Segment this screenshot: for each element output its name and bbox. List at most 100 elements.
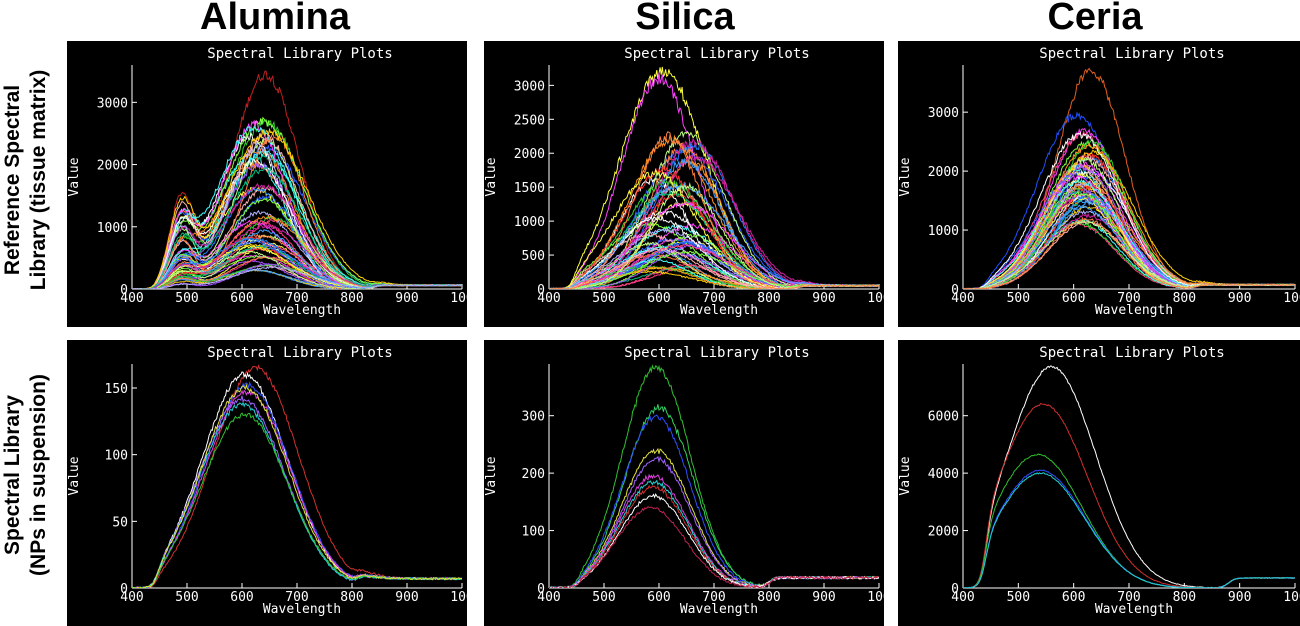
- x-axis-label: Wavelength: [1095, 602, 1173, 617]
- y-tick-label: 2000: [514, 147, 545, 162]
- x-tick-label: 900: [395, 291, 418, 306]
- x-axis-label: Wavelength: [263, 602, 341, 617]
- y-tick-label: 300: [522, 410, 545, 425]
- spectrum-line: [132, 371, 462, 588]
- x-tick-label: 700: [702, 590, 725, 605]
- x-tick-label: 600: [230, 590, 253, 605]
- column-title-ceria: Ceria: [1047, 0, 1143, 38]
- panel-alumina-reference: Spectral Library Plots 400 500 600 700 800 900…: [67, 41, 467, 327]
- x-tick-label: 700: [285, 291, 308, 306]
- x-axis-label: Wavelength: [263, 303, 341, 318]
- x-tick-label: 700: [1117, 291, 1140, 306]
- x-axis-label: Wavelength: [680, 602, 758, 617]
- spectra-group: [549, 364, 879, 588]
- column-title-silica: Silica: [635, 0, 735, 38]
- panel-ceria-reference: Spectral Library Plots 400 500 600 700 800 900…: [898, 41, 1300, 327]
- x-tick-label: 100: [450, 590, 467, 605]
- x-tick-label: 100: [1283, 291, 1300, 306]
- x-tick-label: 400: [951, 590, 974, 605]
- spectrum-line: [132, 266, 462, 289]
- x-tick-label: 100: [867, 291, 884, 306]
- y-axis-label: Value: [67, 157, 82, 196]
- spectra-group: [132, 70, 462, 289]
- spectrum-line: [549, 181, 879, 289]
- x-axis-label: Wavelength: [1095, 303, 1173, 318]
- y-tick-label: 1000: [97, 221, 128, 236]
- row-title-reference: Reference Spectral Library (tissue matri…: [0, 40, 52, 320]
- y-tick-label: 3000: [97, 96, 128, 111]
- x-tick-label: 400: [537, 590, 560, 605]
- spectrum-line: [132, 401, 462, 588]
- y-tick-label: 200: [522, 467, 545, 482]
- x-tick-label: 600: [1062, 291, 1085, 306]
- y-tick-label: 0: [951, 582, 959, 597]
- row-title-reference-line2: Library (tissue matrix): [27, 69, 50, 291]
- y-tick-label: 6000: [928, 410, 959, 425]
- x-tick-label: 900: [395, 590, 418, 605]
- y-axis-label: Value: [484, 157, 499, 196]
- x-tick-label: 600: [647, 291, 670, 306]
- x-tick-label: 600: [1062, 590, 1085, 605]
- spectrum-line: [132, 412, 462, 588]
- spectrum-line: [132, 127, 462, 289]
- x-tick-label: 500: [592, 291, 615, 306]
- spectra-group: [963, 67, 1295, 289]
- y-tick-label: 50: [112, 515, 128, 530]
- y-tick-label: 3000: [928, 106, 959, 121]
- y-axis-label: Value: [484, 456, 499, 495]
- y-axis-label: Value: [67, 456, 82, 495]
- row-title-suspension-line1: Spectral Library: [1, 395, 24, 555]
- x-tick-label: 800: [757, 291, 780, 306]
- spectrum-line: [132, 389, 462, 588]
- x-tick-label: 800: [1173, 291, 1196, 306]
- panel-silica-reference: Spectral Library Plots 400 500 600 700 800 900…: [484, 41, 884, 327]
- chart-title: Spectral Library Plots: [207, 46, 392, 62]
- spectrum-line: [549, 131, 879, 289]
- x-tick-label: 700: [285, 590, 308, 605]
- x-tick-label: 800: [340, 291, 363, 306]
- y-axis-label: Value: [898, 456, 913, 495]
- chart-title: Spectral Library Plots: [624, 345, 809, 361]
- spectrum-line: [963, 403, 1295, 588]
- y-tick-label: 0: [951, 283, 959, 298]
- spectrum-line: [132, 383, 462, 588]
- x-tick-label: 800: [1173, 590, 1196, 605]
- spectrum-line: [963, 472, 1295, 588]
- row-title-reference-line1: Reference Spectral: [1, 84, 24, 276]
- y-tick-label: 500: [522, 249, 545, 264]
- y-tick-label: 100: [522, 525, 545, 540]
- x-tick-label: 900: [812, 291, 835, 306]
- y-tick-label: 150: [105, 382, 128, 397]
- chart-title: Spectral Library Plots: [624, 46, 809, 62]
- y-tick-label: 0: [537, 582, 545, 597]
- x-tick-label: 500: [592, 590, 615, 605]
- x-tick-label: 800: [757, 590, 780, 605]
- x-tick-label: 500: [1007, 590, 1030, 605]
- y-tick-label: 0: [537, 283, 545, 298]
- x-tick-label: 400: [120, 291, 143, 306]
- y-tick-label: 4000: [928, 467, 959, 482]
- spectrum-line: [963, 365, 1295, 588]
- panel-alumina-suspension: Spectral Library Plots 400 500 600 700 800 900…: [67, 340, 467, 626]
- spectra-group: [132, 364, 462, 588]
- y-tick-label: 2000: [928, 525, 959, 540]
- x-tick-label: 100: [1283, 590, 1300, 605]
- spectrum-line: [963, 216, 1295, 289]
- spectrum-line: [549, 473, 879, 588]
- y-tick-label: 2000: [97, 159, 128, 174]
- y-tick-label: 0: [120, 283, 128, 298]
- column-title-alumina: Alumina: [200, 0, 350, 38]
- spectrum-line: [963, 469, 1295, 588]
- y-tick-label: 1000: [928, 224, 959, 239]
- x-tick-label: 500: [175, 590, 198, 605]
- x-tick-label: 600: [647, 590, 670, 605]
- x-tick-label: 500: [175, 291, 198, 306]
- x-tick-label: 900: [1228, 590, 1251, 605]
- spectrum-line: [132, 364, 462, 588]
- row-title-suspension: Spectral Library (NPs in suspension): [0, 340, 52, 610]
- y-tick-label: 2000: [928, 165, 959, 180]
- x-tick-label: 400: [951, 291, 974, 306]
- x-tick-label: 400: [120, 590, 143, 605]
- spectrum-line: [963, 453, 1295, 588]
- x-axis-label: Wavelength: [680, 303, 758, 318]
